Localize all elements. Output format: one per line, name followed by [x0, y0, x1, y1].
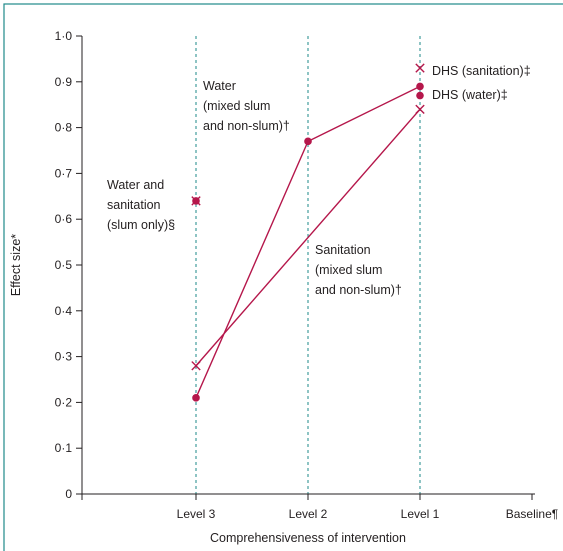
- series-1-point: [415, 104, 425, 114]
- y-tick-label: 0: [65, 487, 72, 501]
- annotation-water-and-sanitation: Water and sanitation (slum only)§: [107, 178, 175, 232]
- annotation-dhs-water: DHS (water)‡: [432, 88, 508, 102]
- y-axis-label: Effect size*: [9, 234, 23, 296]
- data-points: [191, 63, 425, 402]
- y-tick-label: 0·8: [55, 121, 73, 135]
- y-tick-label: 0·7: [55, 166, 73, 180]
- single-point-2: [416, 91, 424, 100]
- annotation-line: and non-slum)†: [315, 283, 402, 297]
- x-axis-ticks: Level 3 Level 2 Level 1 Baseline¶: [81, 494, 558, 521]
- x-tick-label: Baseline¶: [506, 507, 558, 521]
- annotation-line: (mixed slum: [315, 263, 382, 277]
- chart-frame: [3, 3, 563, 551]
- single-point-0-cross: [191, 196, 201, 206]
- y-tick-label: 0·2: [55, 395, 73, 409]
- annotation-line: and non-slum)†: [203, 119, 290, 133]
- y-axis-ticks: 0 0·1 0·2 0·3 0·4 0·5 0·6 0·7 0·8 0·9 1·0: [55, 29, 82, 501]
- y-tick-label: 0·3: [55, 350, 73, 364]
- annotation-dhs-sanitation: DHS (sanitation)‡: [432, 64, 531, 78]
- x-tick-label: Level 2: [289, 507, 328, 521]
- annotation-line: Sanitation: [315, 243, 371, 257]
- cross-stroke: [191, 196, 201, 206]
- single-point-1: [415, 63, 425, 73]
- annotation-line: (mixed slum: [203, 99, 270, 113]
- series-1-point: [191, 361, 201, 371]
- series-0-point: [304, 137, 312, 146]
- annotation-line: (slum only)§: [107, 218, 175, 232]
- annotation-line: DHS (sanitation)‡: [432, 64, 531, 78]
- cross-stroke: [415, 63, 425, 73]
- y-tick-label: 1·0: [55, 29, 73, 43]
- cross-stroke: [415, 104, 425, 114]
- annotation-water: Water (mixed slum and non-slum)†: [203, 79, 290, 133]
- annotation-line: Water: [203, 79, 236, 93]
- y-tick-label: 0·6: [55, 212, 73, 226]
- annotation-line: DHS (water)‡: [432, 88, 508, 102]
- series-0-point: [416, 82, 424, 91]
- y-tick-label: 0·4: [55, 304, 73, 318]
- series-line-1: [195, 108, 421, 367]
- x-tick-label: Level 1: [401, 507, 440, 521]
- annotation-sanitation: Sanitation (mixed slum and non-slum)†: [315, 243, 402, 297]
- cross-stroke: [191, 361, 201, 371]
- reference-lines: [195, 36, 421, 494]
- series-0-point: [192, 394, 200, 402]
- y-tick-label: 0·9: [55, 75, 73, 89]
- annotation-line: Water and: [107, 178, 164, 192]
- y-tick-label: 0·5: [55, 258, 73, 272]
- x-tick-label: Level 3: [177, 507, 216, 521]
- x-axis-label: Comprehensiveness of intervention: [210, 531, 406, 545]
- annotations: Water (mixed slum and non-slum)†Sanitation…: [107, 64, 531, 297]
- y-tick-label: 0·1: [55, 441, 73, 455]
- annotation-line: sanitation: [107, 198, 161, 212]
